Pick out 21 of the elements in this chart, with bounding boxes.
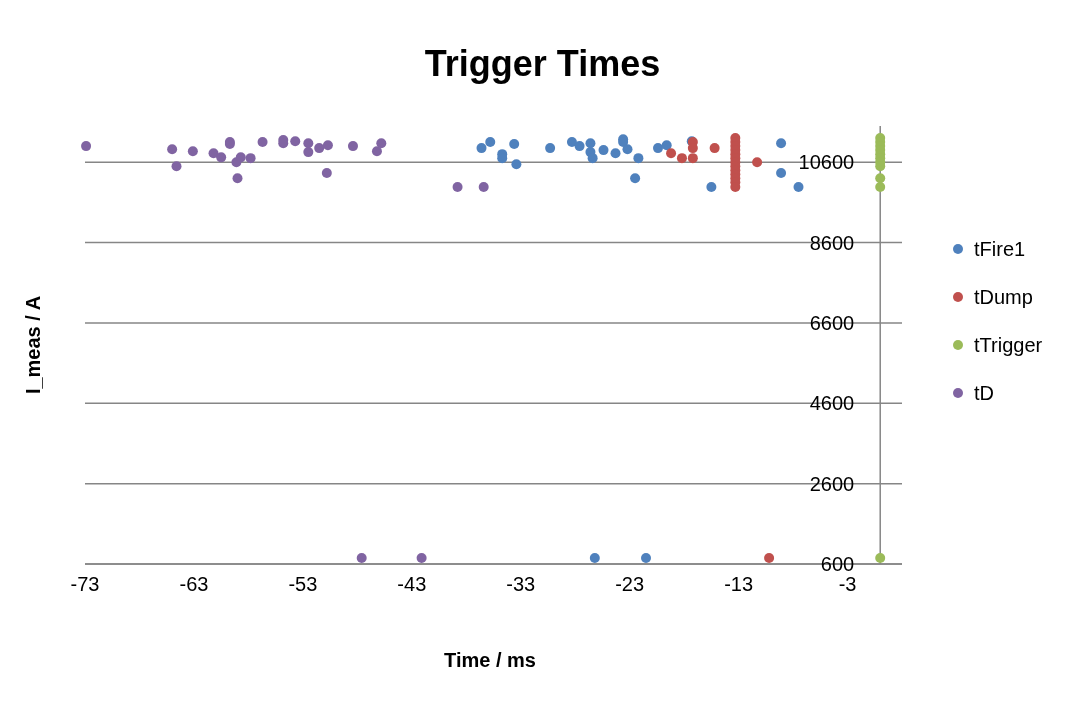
y-tick-label: 8600 xyxy=(809,231,855,254)
legend-label: tD xyxy=(974,382,994,404)
y-tick-label: 600 xyxy=(820,553,855,575)
chart-title: Trigger Times xyxy=(424,43,661,84)
x-tick-label: -53 xyxy=(288,573,318,595)
y-tick-label: 2600 xyxy=(809,472,855,495)
x-tick-label: -3 xyxy=(838,573,857,595)
legend-label: tDump xyxy=(974,286,1033,308)
y-tick-label: 10600 xyxy=(798,151,855,174)
legend-label: tFire1 xyxy=(974,238,1026,260)
x-tick-label: -73 xyxy=(70,573,100,595)
x-tick-label: -13 xyxy=(724,573,754,595)
y-axis-title: I_meas / A xyxy=(22,295,44,395)
x-tick-label: -33 xyxy=(506,573,536,595)
y-tick-label: 4600 xyxy=(809,392,855,415)
x-axis-title: Time / ms xyxy=(444,649,536,671)
x-tick-label: -43 xyxy=(397,573,427,595)
x-tick-label: -23 xyxy=(615,573,645,595)
y-tick-label: 6600 xyxy=(809,311,855,334)
x-tick-label: -63 xyxy=(179,573,209,595)
legend-label: tTrigger xyxy=(974,334,1043,356)
